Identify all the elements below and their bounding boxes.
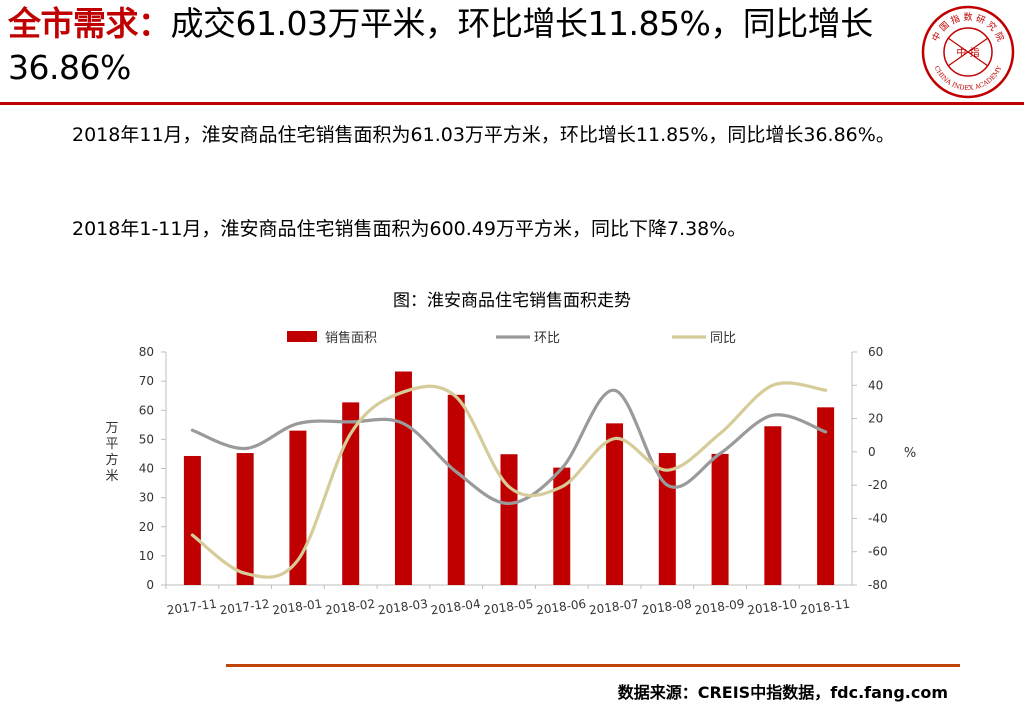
paragraph-monthly: 2018年11月，淮安商品住宅销售面积为61.03万平方米，环比增长11.85%… [72,124,895,146]
legend-swatch-sales-area [287,331,317,342]
header-divider [0,102,1024,105]
footer-divider [226,664,960,667]
bar-sales-area [447,394,465,585]
x-tick-label: 2018-05 [483,597,535,618]
page-title: 全市需求：成交61.03万平米，环比增长11.85%，同比增长36.86% [8,2,908,90]
paragraph-ytd: 2018年1-11月，淮安商品住宅销售面积为600.49万平方米，同比下降7.3… [72,218,747,240]
y-left-tick-label: 50 [139,432,154,446]
legend-label: 环比 [534,331,560,346]
y-left-tick-label: 80 [139,345,154,359]
page-title-key: 全市需求： [8,4,171,43]
x-tick-label: 2018-04 [430,597,482,618]
y-axis-right-label: % [904,446,916,461]
bar-sales-area [711,453,729,585]
bar-sales-area [817,407,835,585]
legend-label: 销售面积 [325,330,377,346]
x-tick-label: 2018-11 [799,597,851,618]
page-title-rest: 成交61.03万平米，环比增长11.85%，同比增长36.86% [8,4,873,87]
bar-sales-area [553,467,571,585]
bar-sales-area [236,453,254,585]
bar-sales-area [183,455,201,585]
y-left-tick-label: 60 [139,403,154,417]
sales-area-chart: 销售面积 环比 同比 01020304050607080-80-60-40-2002… [105,330,916,618]
y-right-tick-label: -80 [868,578,888,592]
svg-text:CHINA INDEX ACADEMY: CHINA INDEX ACADEMY [933,64,1004,92]
x-tick-label: 2017-11 [166,597,218,618]
x-tick-label: 2018-09 [694,597,746,618]
y-right-tick-label: 40 [868,378,883,392]
y-left-tick-label: 40 [139,462,154,476]
bar-sales-area [764,426,782,585]
y-left-tick-label: 10 [139,549,154,563]
bar-sales-area [500,454,518,585]
y-right-tick-label: -60 [868,545,888,559]
bar-sales-area [342,402,360,585]
x-tick-label: 2018-10 [746,597,798,618]
line-yoy [190,381,828,579]
x-tick-label: 2018-03 [377,597,429,618]
y-left-tick-label: 30 [139,491,154,505]
y-left-tick-label: 20 [139,520,154,534]
x-tick-label: 2018-01 [272,597,324,618]
bar-sales-area [658,453,676,585]
china-index-academy-seal-icon: 中 国 指 数 研 究 院 CHINA INDEX ACADEMY 中 指 [921,5,1015,99]
line-mom [190,388,828,506]
x-tick-label: 2018-02 [324,597,376,618]
y-right-tick-label: 20 [868,412,883,426]
bar-sales-area [394,371,412,585]
y-right-tick-label: -20 [868,478,888,492]
x-tick-label: 2018-08 [641,597,693,618]
bar-sales-area [606,423,624,585]
x-tick-label: 2017-12 [219,597,271,618]
logo-bottom-text: CHINA INDEX ACADEMY [933,64,1004,92]
bar-sales-area [289,430,307,585]
chart-title: 图：淮安商品住宅销售面积走势 [393,291,631,311]
y-right-tick-label: -40 [868,511,888,525]
y-right-tick-label: 60 [868,345,883,359]
y-left-tick-label: 70 [139,374,154,388]
legend-label: 同比 [710,331,736,346]
data-source: 数据来源：CREIS中指数据，fdc.fang.com [617,683,948,702]
y-left-tick-label: 0 [146,578,154,592]
x-tick-label: 2018-06 [535,597,587,618]
y-right-tick-label: 0 [868,445,876,459]
y-axis-left-label: 万平方米 [105,421,118,484]
x-tick-label: 2018-07 [588,597,640,618]
